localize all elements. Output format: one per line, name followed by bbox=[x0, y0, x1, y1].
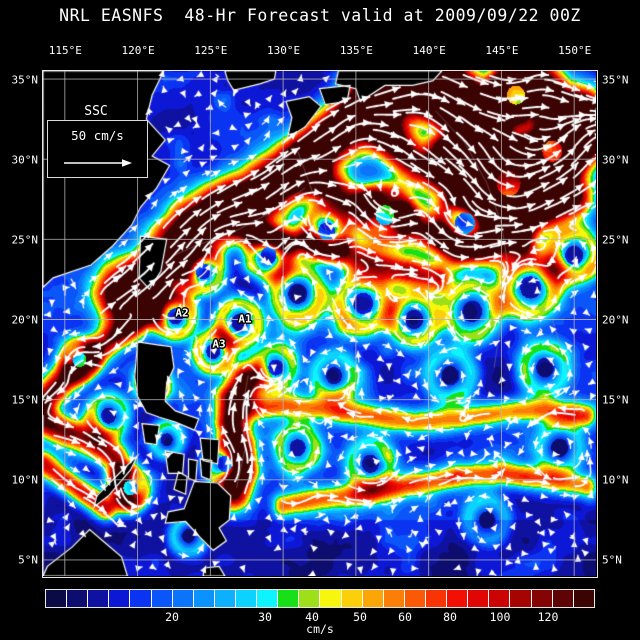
colorbar-cell-16 bbox=[383, 590, 405, 607]
lat-tick-left-5: 5°N bbox=[18, 553, 38, 567]
colorbar-cell-21 bbox=[489, 590, 511, 607]
lat-tick-left-15: 15°N bbox=[11, 393, 39, 407]
colorbar-cell-2 bbox=[88, 590, 110, 607]
colorbar-cell-18 bbox=[425, 590, 448, 607]
lat-tick-left-30: 30°N bbox=[11, 153, 39, 167]
colorbar-tick-120: 120 bbox=[537, 610, 559, 624]
colorbar-cell-19 bbox=[447, 590, 469, 607]
lat-tick-left-35: 35°N bbox=[11, 73, 39, 87]
colorbar-cell-9 bbox=[235, 590, 258, 607]
lon-tick-145: 145°E bbox=[485, 44, 519, 57]
lon-tick-115: 115°E bbox=[48, 44, 82, 57]
lon-tick-130: 130°E bbox=[267, 44, 301, 57]
colorbar-tick-30: 30 bbox=[258, 610, 272, 624]
vector-scale-value: 50 cm/s bbox=[71, 128, 124, 143]
lon-tick-120: 120°E bbox=[121, 44, 155, 57]
lat-tick-right-35: 35°N bbox=[602, 73, 629, 87]
colorbar-tick-50: 50 bbox=[353, 610, 367, 624]
lon-tick-140: 140°E bbox=[412, 44, 446, 57]
lat-tick-left-10: 10°N bbox=[11, 473, 39, 487]
lat-tick-right-5: 5°N bbox=[602, 553, 622, 567]
colorbar-cell-20 bbox=[468, 590, 490, 607]
lat-tick-right-20: 20°N bbox=[602, 313, 629, 327]
colorbar-tick-40: 40 bbox=[305, 610, 319, 624]
vector-scale-legend: 50 cm/s bbox=[47, 120, 148, 178]
colorbar-cell-22 bbox=[510, 590, 532, 607]
colorbar-cell-17 bbox=[404, 590, 426, 607]
colorbar-tick-20: 20 bbox=[165, 610, 179, 624]
lat-tick-left-25: 25°N bbox=[11, 233, 39, 247]
lon-tick-125: 125°E bbox=[194, 44, 228, 57]
colorbar-cell-1 bbox=[67, 590, 89, 607]
colorbar-cell-6 bbox=[172, 590, 194, 607]
colorbar-cell-3 bbox=[109, 590, 131, 607]
colorbar[interactable] bbox=[45, 589, 595, 608]
lat-tick-right-30: 30°N bbox=[602, 153, 629, 167]
colorbar-cell-8 bbox=[214, 590, 236, 607]
lat-tick-right-15: 15°N bbox=[602, 393, 629, 407]
colorbar-cell-10 bbox=[257, 590, 279, 607]
colorbar-cell-12 bbox=[299, 590, 321, 607]
colorbar-tick-100: 100 bbox=[489, 610, 511, 624]
colorbar-cell-5 bbox=[151, 590, 173, 607]
colorbar-cell-7 bbox=[193, 590, 215, 607]
colorbar-cell-14 bbox=[341, 590, 363, 607]
colorbar-cell-24 bbox=[552, 590, 574, 607]
page-title: NRL EASNFS 48-Hr Forecast valid at 2009/… bbox=[59, 6, 581, 25]
colorbar-cell-15 bbox=[362, 590, 384, 607]
lat-tick-right-25: 25°N bbox=[602, 233, 629, 247]
colorbar-units: cm/s bbox=[306, 622, 334, 636]
lat-tick-left-20: 20°N bbox=[11, 313, 39, 327]
colorbar-tick-60: 60 bbox=[398, 610, 412, 624]
colorbar-cell-25 bbox=[573, 590, 594, 607]
lon-tick-135: 135°E bbox=[339, 44, 373, 57]
right-arrow-icon bbox=[64, 159, 132, 167]
ssc-legend-label: SSC bbox=[84, 104, 108, 119]
colorbar-tick-80: 80 bbox=[443, 610, 457, 624]
colorbar-cell-11 bbox=[278, 590, 300, 607]
colorbar-cell-4 bbox=[130, 590, 152, 607]
lat-tick-right-10: 10°N bbox=[602, 473, 629, 487]
colorbar-cell-13 bbox=[320, 590, 342, 607]
colorbar-cell-0 bbox=[46, 590, 68, 607]
lon-tick-150: 150°E bbox=[558, 44, 592, 57]
colorbar-cell-23 bbox=[531, 590, 553, 607]
